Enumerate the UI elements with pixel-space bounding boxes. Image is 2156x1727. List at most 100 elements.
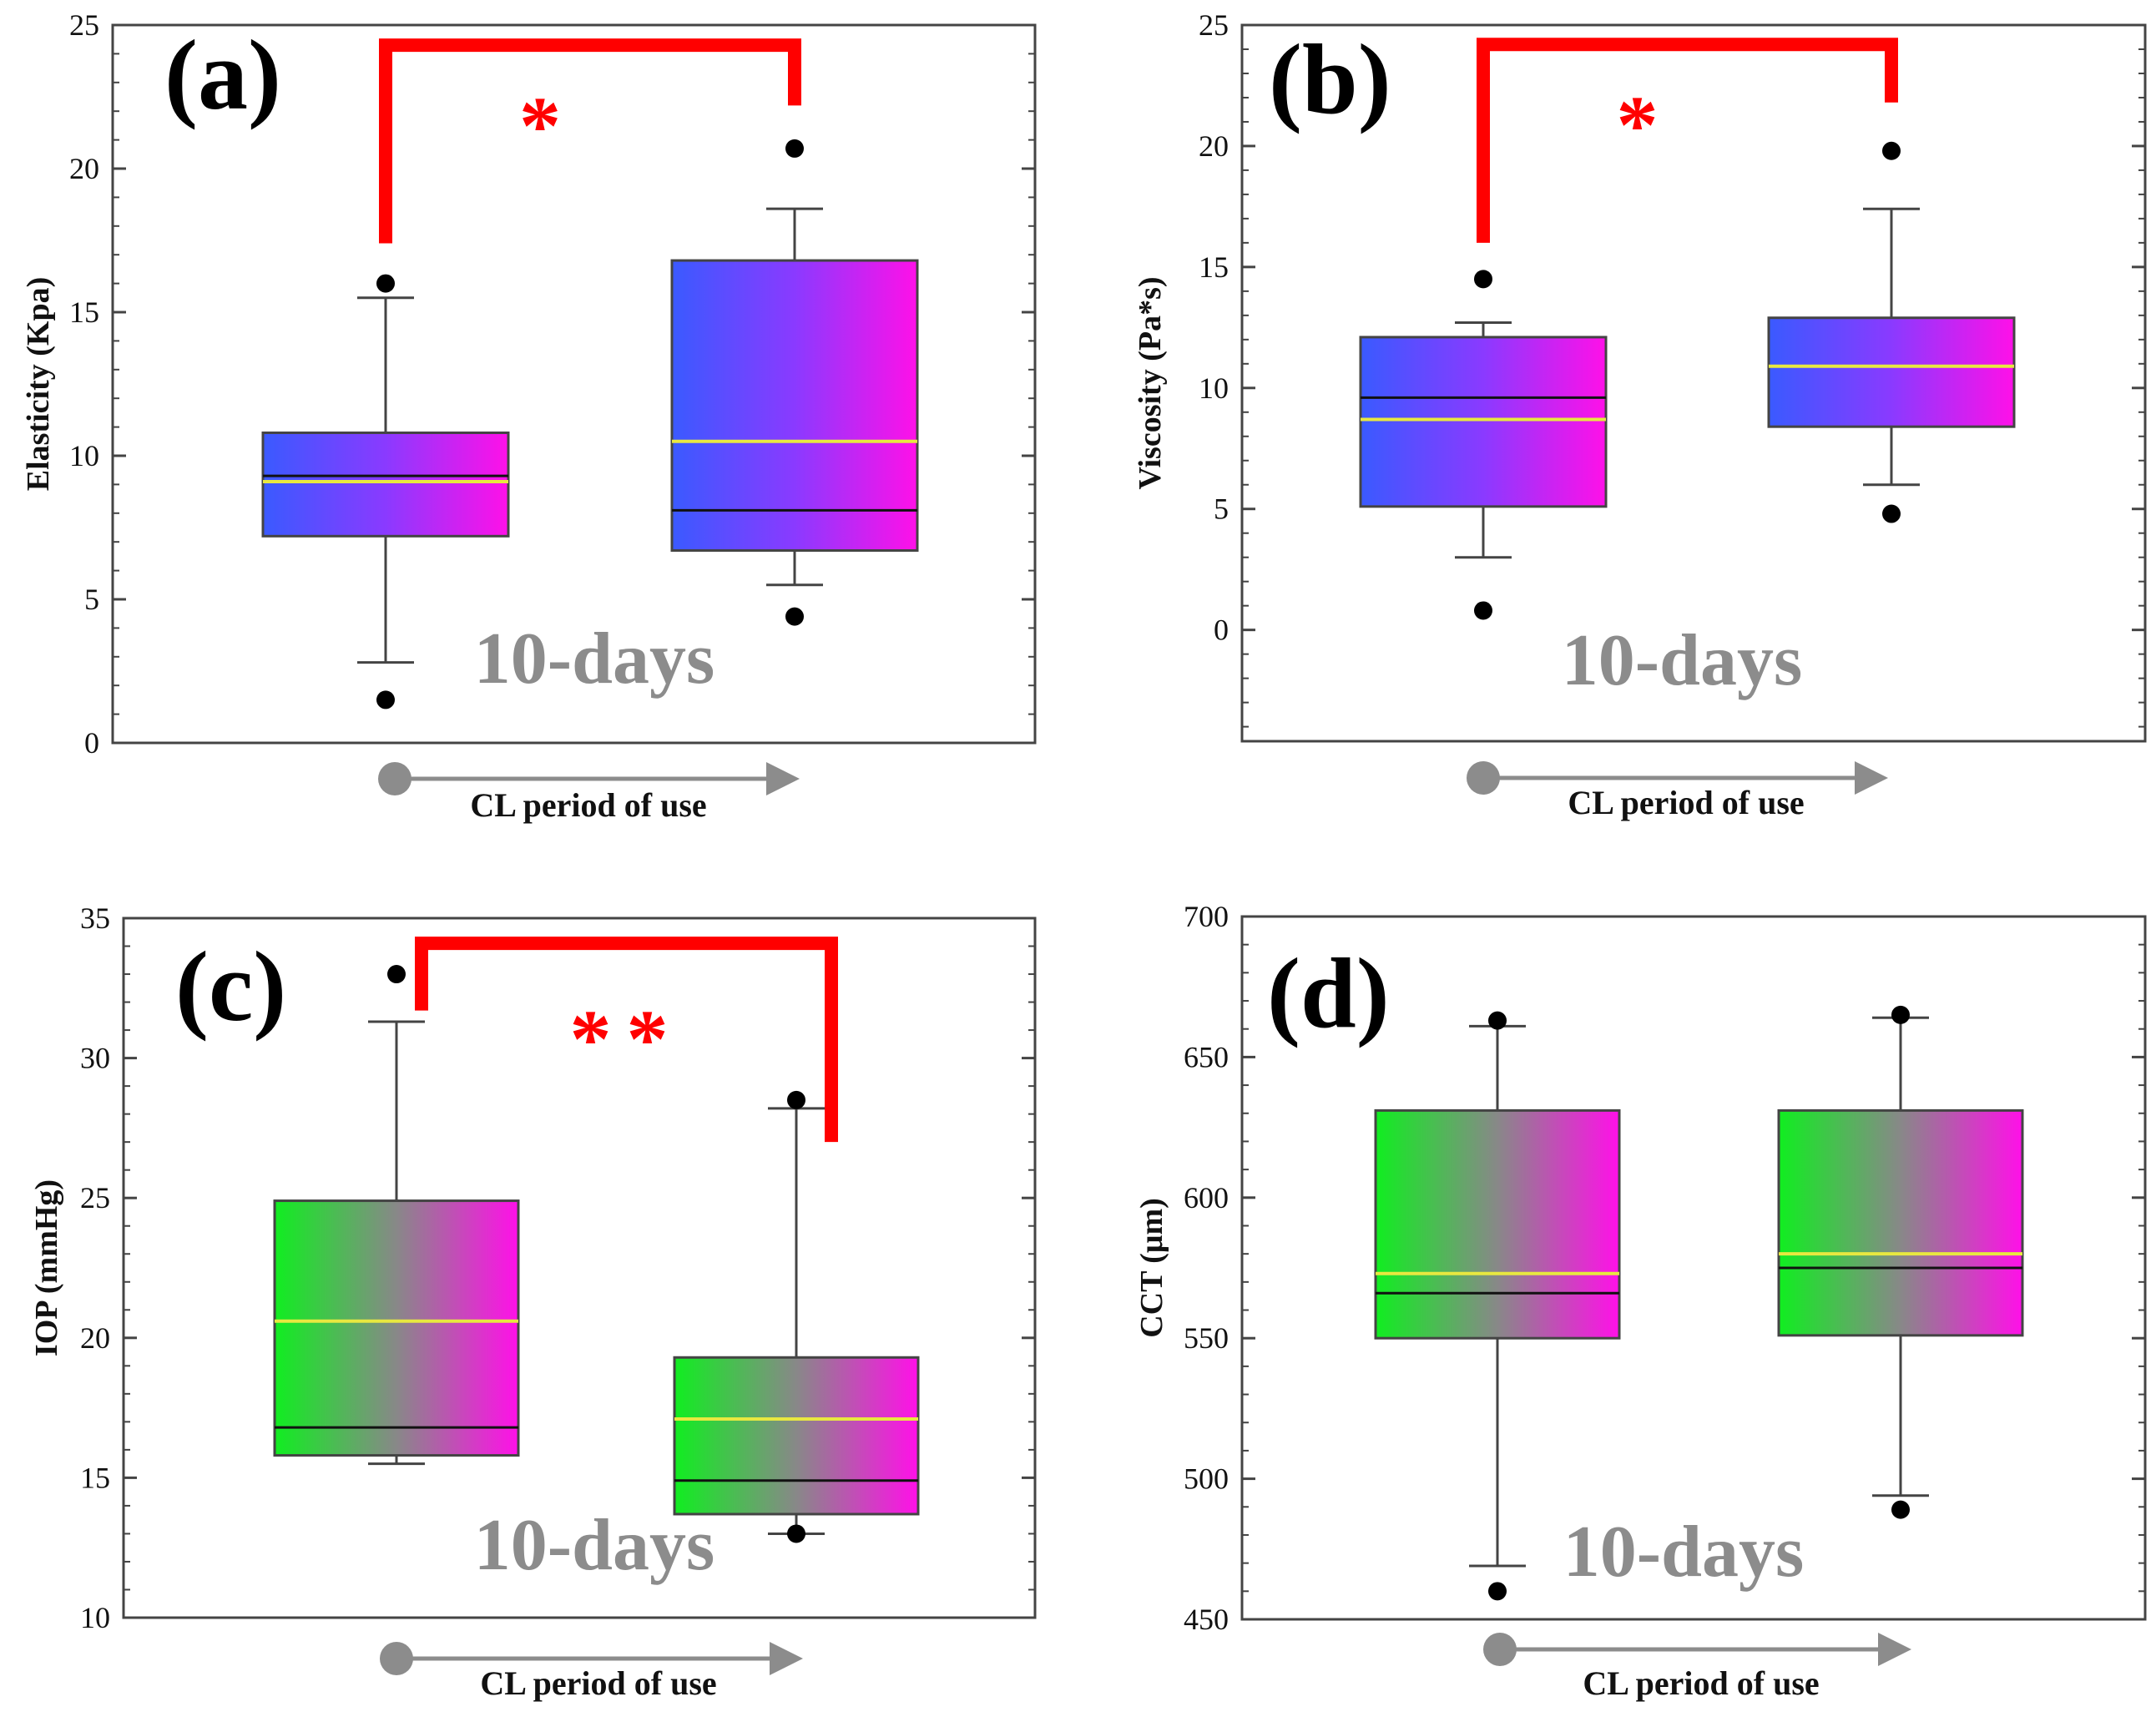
outlier-point (1474, 601, 1492, 620)
y-tick-label: 650 (1184, 1040, 1229, 1073)
panel-c: 10 15 20 25 30 35 ** (c) 10-days IOP (mm… (29, 901, 1037, 1702)
period-label: 10-days (474, 1505, 715, 1586)
iqr-box (673, 1356, 920, 1516)
y-tick-labels: 450 500 550 600 650 700 (1184, 900, 1229, 1636)
significance-bracket (1477, 38, 1898, 243)
y-tick-label: 700 (1184, 900, 1229, 933)
x-axis-label: CL period of use (1568, 784, 1804, 821)
panel-a: 0 5 10 15 20 25 * (a) 10-days Elasticity… (21, 8, 1037, 824)
x-axis-arrow (1467, 761, 1888, 795)
iqr-box (670, 259, 919, 553)
box-2 (673, 1090, 920, 1543)
iqr-box (1359, 336, 1608, 508)
plot-frame (1240, 915, 2147, 1621)
iqr-box (261, 431, 510, 538)
x-axis-label: CL period of use (480, 1664, 716, 1702)
x-axis-label: CL period of use (470, 786, 706, 824)
y-tick-label: 10 (80, 1601, 110, 1634)
panel-d: 450 500 550 600 650 700 (d) 10-days CCT … (1134, 900, 2147, 1702)
y-tick-label: 500 (1184, 1462, 1229, 1496)
y-tick-labels: 10 15 20 25 30 35 (80, 901, 110, 1634)
y-tick-label: 5 (1214, 492, 1229, 526)
panel-label: (a) (164, 19, 281, 130)
plot-frame (122, 917, 1037, 1619)
significance-bracket (415, 937, 838, 1143)
arrow-head (770, 1642, 803, 1675)
significance-bracket-line (1477, 38, 1898, 243)
outlier-point (1488, 1582, 1507, 1601)
y-tick-label: 0 (1214, 614, 1229, 647)
outlier-point (785, 607, 804, 626)
arrow-head (766, 762, 800, 795)
y-ticks (113, 23, 1035, 745)
y-tick-labels: 0 5 10 15 20 25 (69, 8, 99, 760)
significance-bracket-line (379, 38, 801, 244)
box-1 (1359, 270, 1608, 620)
y-tick-label: 550 (1184, 1321, 1229, 1355)
y-tick-label: 0 (84, 726, 99, 760)
y-ticks (1242, 915, 2145, 1621)
y-tick-label: 600 (1184, 1181, 1229, 1214)
y-axis-title: Viscosity (Pa*s) (1133, 276, 1168, 489)
box-2 (670, 139, 919, 626)
y-tick-labels: 0 5 10 15 20 25 (1199, 8, 1229, 647)
box-2 (1767, 141, 2016, 523)
outlier-point (376, 690, 395, 709)
significance-bracket-line (415, 937, 838, 1143)
outlier-point (787, 1090, 805, 1109)
y-tick-label: 25 (69, 8, 99, 42)
outlier-point (387, 965, 406, 984)
y-tick-label: 20 (1199, 129, 1229, 163)
box-2 (1777, 1005, 2024, 1519)
y-tick-label: 450 (1184, 1603, 1229, 1636)
y-tick-label: 20 (69, 152, 99, 185)
y-ticks (1242, 23, 2145, 728)
y-tick-label: 15 (69, 295, 99, 329)
period-label: 10-days (1563, 1512, 1805, 1593)
panel-label: (d) (1267, 937, 1390, 1048)
y-tick-label: 25 (80, 1181, 110, 1214)
y-axis-title: CCT (μm) (1134, 1198, 1169, 1338)
box-plots (1359, 141, 2016, 620)
y-tick-label: 10 (69, 439, 99, 472)
x-axis-label: CL period of use (1583, 1664, 1819, 1702)
significance-bracket (379, 38, 801, 244)
outlier-point (1891, 1005, 1910, 1024)
outlier-point (787, 1524, 805, 1543)
box-1 (261, 274, 510, 709)
y-tick-label: 5 (84, 583, 99, 616)
arrow-head (1878, 1633, 1911, 1666)
y-tick-label: 15 (1199, 250, 1229, 284)
panel-label: (c) (175, 931, 286, 1042)
period-label: 10-days (474, 619, 715, 699)
y-tick-label: 20 (80, 1321, 110, 1355)
box-plots (261, 139, 919, 709)
box-1 (273, 965, 520, 1466)
y-axis-title: IOP (mmHg) (29, 1179, 64, 1356)
y-axis-title: Elasticity (Kpa) (21, 277, 56, 491)
iqr-box (1374, 1108, 1621, 1340)
y-tick-label: 30 (80, 1042, 110, 1075)
significance-label: * (1617, 78, 1659, 171)
plot-frame (111, 23, 1037, 745)
box-1 (1374, 1011, 1621, 1601)
y-tick-label: 35 (80, 901, 110, 935)
iqr-box (1767, 316, 2016, 428)
panel-b: 0 5 10 15 20 25 * (b) 10-days Viscosity … (1133, 8, 2147, 821)
y-tick-label: 25 (1199, 8, 1229, 42)
arrow-head (1855, 761, 1888, 795)
outlier-point (785, 139, 804, 158)
iqr-box (273, 1199, 520, 1457)
outlier-point (1488, 1011, 1507, 1030)
x-axis-arrow (1483, 1633, 1911, 1666)
y-tick-label: 15 (80, 1461, 110, 1494)
box-plots (1374, 1005, 2024, 1601)
x-axis-arrow (378, 762, 800, 795)
y-ticks (124, 917, 1035, 1619)
box-plots (273, 965, 920, 1543)
panel-label: (b) (1269, 23, 1391, 134)
period-label: 10-days (1562, 620, 1803, 701)
outlier-point (1882, 141, 1901, 160)
x-axis-arrow (380, 1642, 803, 1675)
